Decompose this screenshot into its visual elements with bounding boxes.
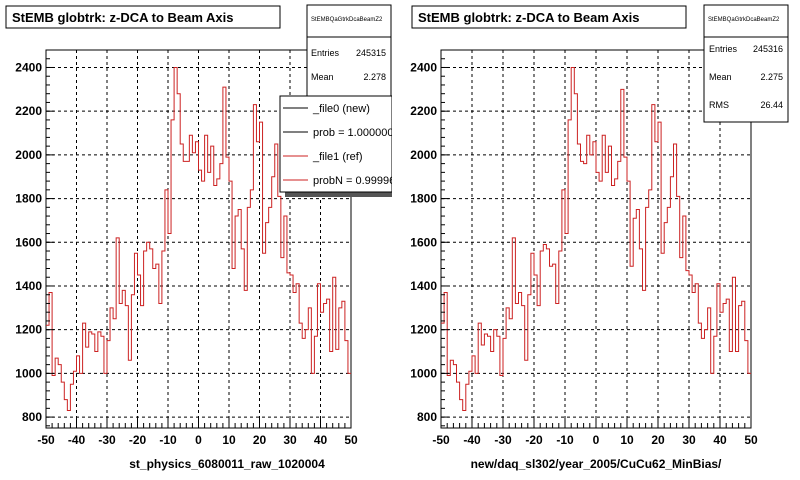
left-stat-entries-value: 245315: [356, 48, 386, 58]
left-x-tick-label: 30: [283, 433, 297, 447]
right-stats-box: [703, 4, 789, 123]
left-x-axis: -50 -40 -30 -20 -10 0 10 20 30 40 50: [37, 418, 358, 447]
legend-label-probn: probN = 0.999966: [313, 175, 401, 187]
left-x-tick-label: -20: [129, 433, 147, 447]
right-x-tick-label: 10: [620, 433, 634, 447]
right-histogram: [441, 66, 751, 412]
left-x-axis-label: st_physics_6080011_raw_1020004: [129, 457, 325, 471]
left-y-tick-label: 1800: [15, 192, 42, 206]
left-y-tick-label: 2400: [15, 60, 42, 74]
right-x-tick-label: -10: [556, 433, 574, 447]
left-histogram: [46, 66, 351, 412]
right-y-tick-label: 1600: [410, 235, 437, 249]
right-x-axis-label: new/daq_sl302/year_2005/CuCu62_MinBias/: [471, 457, 722, 471]
left-stats-name: StEMBQaGtrkDcaBeamZ2: [311, 17, 383, 23]
left-y-tick-label: 800: [22, 410, 42, 424]
left-chart-title: StEMB globtrk: z-DCA to Beam Axis: [12, 10, 234, 25]
right-x-tick-label: 20: [651, 433, 665, 447]
legend-box: [279, 95, 393, 193]
right-stat-entries-value: 245316: [753, 44, 783, 54]
left-y-axis: 800 1000 1200 1400 1600 1800 2000 2200 2400: [15, 49, 54, 427]
right-x-tick-label: -20: [525, 433, 543, 447]
right-chart-title: StEMB globtrk: z-DCA to Beam Axis: [418, 10, 640, 25]
right-y-tick-label: 1000: [410, 366, 437, 380]
right-x-tick-label: -50: [432, 433, 450, 447]
left-stat-entries-label: Entries: [311, 48, 340, 58]
left-y-tick-label: 1000: [15, 366, 42, 380]
right-y-tick-label: 800: [417, 410, 437, 424]
right-y-axis: 800 1000 1200 1400 1600 1800 2000 2200 2400: [410, 49, 449, 427]
left-x-tick-label: 40: [314, 433, 328, 447]
left-x-tick-label: 20: [253, 433, 267, 447]
right-x-axis: -50 -40 -30 -20 -10 0 10 20 30 40 50: [432, 418, 758, 447]
left-x-tick-label: -50: [37, 433, 55, 447]
left-stat-mean-value: 2.278: [363, 72, 386, 82]
right-stat-entries-label: Entries: [709, 44, 738, 54]
legend-label-prob: prob = 1.000000: [313, 127, 393, 139]
right-y-tick-label: 1200: [410, 323, 437, 337]
left-x-tick-label: -40: [68, 433, 86, 447]
right-stat-mean-label: Mean: [709, 72, 732, 82]
left-stat-mean-label: Mean: [311, 72, 334, 82]
right-x-tick-label: 40: [713, 433, 727, 447]
pad-edge-mask: [392, 90, 402, 205]
left-x-tick-label: 0: [195, 433, 202, 447]
left-series-line: [46, 66, 351, 412]
right-x-tick-label: 30: [682, 433, 696, 447]
right-stat-rms-label: RMS: [709, 100, 729, 110]
right-y-tick-label: 2000: [410, 148, 437, 162]
right-title-box: [411, 5, 687, 29]
right-stat-rms-value: 26.44: [760, 100, 783, 110]
right-x-tick-label: -40: [463, 433, 481, 447]
right-y-tick-label: 1800: [410, 192, 437, 206]
left-x-tick-label: -30: [98, 433, 116, 447]
right-x-tick-label: 50: [744, 433, 758, 447]
right-series-line: [441, 66, 751, 412]
left-y-tick-label: 1400: [15, 279, 42, 293]
left-y-tick-label: 1600: [15, 235, 42, 249]
legend-label-file1: _file1 (ref): [312, 151, 363, 163]
left-x-tick-label: 10: [222, 433, 236, 447]
right-y-tick-label: 2400: [410, 60, 437, 74]
right-stats-name: StEMBQaGtrkDcaBeamZ2: [708, 17, 780, 23]
left-x-tick-label: -10: [159, 433, 177, 447]
left-title-box: [5, 5, 281, 29]
left-y-tick-label: 1200: [15, 323, 42, 337]
right-x-tick-label: 0: [593, 433, 600, 447]
left-x-tick-label: 50: [344, 433, 358, 447]
right-x-tick-label: -30: [494, 433, 512, 447]
legend-label-file0: _file0 (new): [312, 103, 370, 115]
right-y-tick-label: 2200: [410, 104, 437, 118]
right-y-tick-label: 1400: [410, 279, 437, 293]
right-stat-mean-value: 2.275: [760, 72, 783, 82]
left-y-tick-label: 2200: [15, 104, 42, 118]
left-y-tick-label: 2000: [15, 148, 42, 162]
